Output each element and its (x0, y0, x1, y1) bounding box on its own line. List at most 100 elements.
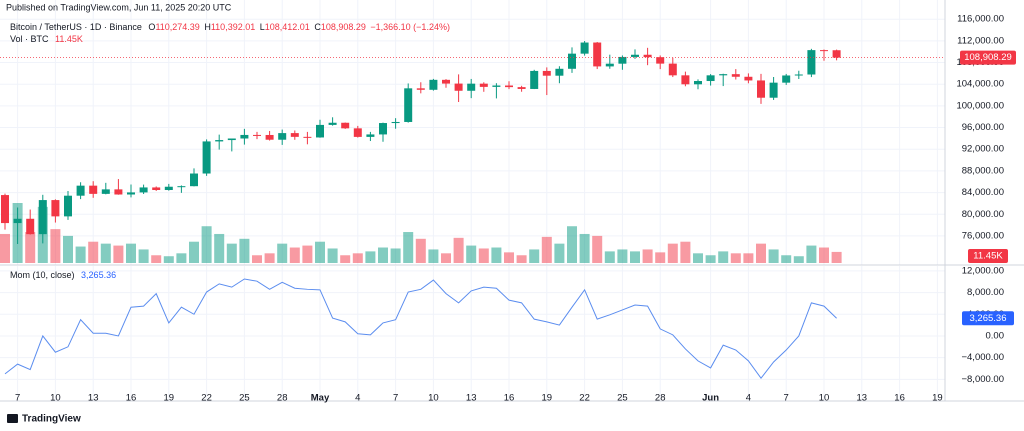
volume-bar (189, 241, 199, 263)
volume-bar (831, 251, 842, 263)
volume-bar (793, 256, 804, 263)
ohlc-key: O (148, 22, 155, 32)
x-tick-label: 25 (617, 393, 628, 404)
candle-body (757, 80, 765, 98)
volume-bar (365, 251, 376, 263)
brand: TradingView (7, 414, 81, 425)
volume-bar (478, 248, 489, 263)
volume-bar (264, 253, 275, 263)
candle-body (631, 54, 639, 57)
volume-bar (756, 243, 766, 263)
volume-bar (466, 245, 477, 263)
published-note: Published on TradingView.com, Jun 11, 20… (6, 2, 232, 12)
volume-bar (428, 249, 439, 263)
volume-bar (592, 235, 603, 263)
x-tick-label: 16 (126, 393, 137, 404)
volume-bar (378, 247, 388, 263)
candle-body (164, 186, 173, 191)
volume-bar (88, 241, 99, 263)
y-tick-label: 0.00 (986, 330, 1005, 341)
volume-bar (50, 229, 61, 263)
volume-bar (100, 243, 111, 263)
candle-body (706, 75, 715, 82)
legend-row: Bitcoin / TetherUS · 1D · Binance O110,2… (10, 22, 450, 32)
volume-bar (327, 248, 338, 263)
volume-bar (163, 256, 174, 263)
candle-body (618, 56, 627, 64)
candle-body (731, 74, 740, 77)
volume-bar (453, 237, 464, 263)
volume-bar (718, 251, 729, 263)
volume-bar (705, 255, 716, 263)
candle-body (240, 134, 249, 139)
volume-bar (277, 243, 288, 263)
x-tick-label: 13 (857, 393, 868, 404)
x-tick-label: May (311, 393, 330, 404)
candle-body (76, 185, 85, 196)
volume-bar (201, 226, 212, 263)
candle-body (794, 74, 803, 76)
y-tick-label: 88,000.00 (962, 165, 1004, 176)
candle-body (807, 50, 816, 75)
brand-logo (7, 414, 18, 423)
volume-bar (226, 243, 237, 263)
candle-body (668, 63, 677, 76)
x-tick-label: 19 (164, 393, 175, 404)
candle-body (353, 128, 362, 137)
candle-body (479, 83, 488, 87)
candle-body (366, 134, 375, 137)
x-tick-label: 7 (784, 393, 789, 404)
candle-body (1, 195, 9, 224)
candle-body (467, 83, 476, 91)
candle-body (681, 75, 690, 85)
candle-body (227, 138, 236, 141)
candle-body (215, 140, 224, 142)
volume-bar (642, 249, 653, 263)
volume-bar (730, 253, 741, 263)
momentum-line (4, 278, 837, 380)
momentum-last-label: 3,265.36 (970, 313, 1007, 324)
volume-bar (415, 238, 426, 263)
candle-body (719, 74, 728, 76)
volume-label: Vol · BTC (10, 34, 49, 44)
ohlc-key: L (260, 22, 265, 32)
x-tick-label: 7 (393, 393, 398, 404)
volume-bar (214, 233, 225, 263)
volume-bar (176, 253, 187, 263)
brand-text: TradingView (22, 414, 81, 425)
candle-body (202, 141, 211, 174)
candle-body (605, 63, 614, 67)
volume-bar (239, 238, 250, 263)
candle-body (517, 87, 526, 89)
volume-value: 11.45K (55, 34, 83, 44)
candle-body (127, 192, 135, 195)
candle-body (568, 53, 576, 69)
x-tick-label: 13 (466, 393, 477, 404)
y-tick-label: 100,000.00 (956, 100, 1004, 111)
mom-label: Mom (10, close) (10, 270, 75, 280)
volume-bar (0, 233, 10, 263)
y-tick-label: 92,000.00 (962, 144, 1004, 155)
candle-body (328, 122, 337, 125)
volume-bar (579, 233, 590, 263)
volume-bar (693, 253, 703, 263)
volume-bar (63, 235, 73, 263)
y-tick-label: −4,000.00 (961, 352, 1004, 363)
volume-bar (819, 247, 829, 263)
x-tick-label: 10 (819, 393, 830, 404)
candle-body (265, 134, 274, 140)
ohlc-key: H (204, 22, 211, 32)
y-tick-label: 12,000.00 (962, 265, 1004, 276)
mom-value: 3,265.36 (81, 270, 116, 280)
candle-body (744, 76, 753, 81)
volume-legend: Vol · BTC 11.45K (10, 34, 83, 44)
x-tick-label: 22 (201, 393, 212, 404)
volume-bar (12, 203, 23, 263)
candle-body (114, 189, 123, 195)
candle-body (492, 85, 501, 87)
candle-body (694, 81, 702, 85)
candle-body (391, 121, 400, 124)
y-tick-label: 96,000.00 (962, 122, 1004, 133)
candle-body (782, 75, 791, 83)
